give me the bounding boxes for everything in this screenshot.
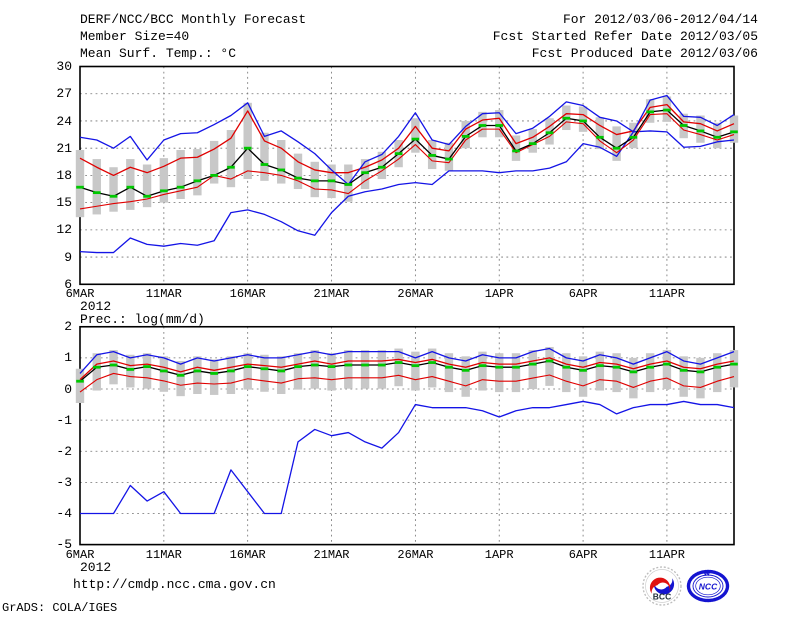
svg-text:NCC: NCC bbox=[699, 581, 718, 591]
svg-text:BCC: BCC bbox=[653, 592, 671, 602]
